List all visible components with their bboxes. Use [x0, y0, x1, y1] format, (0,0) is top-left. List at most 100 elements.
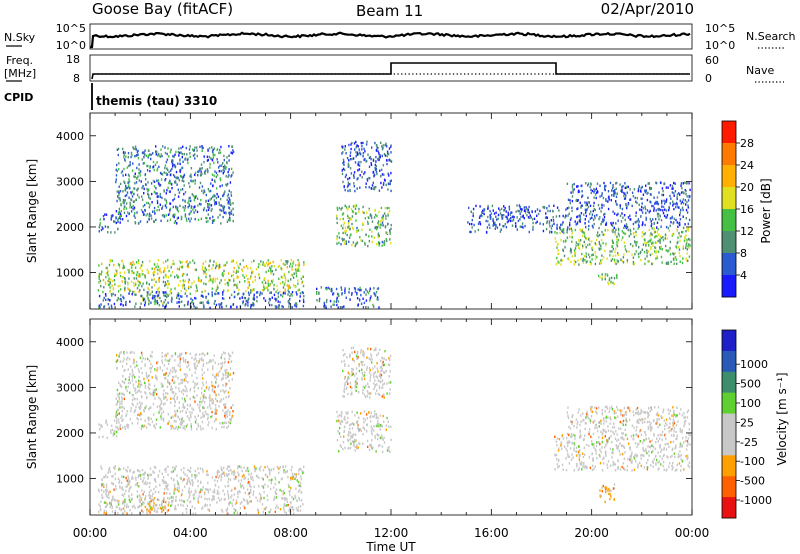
scatter-cell: [342, 212, 345, 215]
scatter-cell: [159, 409, 161, 412]
scatter-cell: [293, 284, 295, 287]
scatter-cell: [150, 217, 153, 220]
scatter-cell: [528, 230, 530, 234]
scatter-cell: [373, 287, 375, 290]
scatter-cell: [141, 354, 143, 357]
scatter-cell: [669, 194, 671, 198]
scatter-cell: [147, 475, 149, 478]
scatter-cell: [389, 182, 391, 186]
scatter-cell: [156, 369, 158, 372]
scatter-cell: [216, 284, 219, 287]
scatter-cell: [286, 284, 288, 287]
scatter-cell: [335, 300, 338, 303]
scatter-cell: [249, 484, 251, 487]
scatter-cell: [128, 477, 130, 480]
scatter-cell: [98, 276, 100, 279]
scatter-cell: [209, 217, 211, 220]
scatter-cell: [229, 200, 231, 203]
scatter-cell: [684, 237, 686, 240]
scatter-cell: [117, 220, 119, 223]
scatter-cell: [213, 179, 216, 182]
scatter-cell: [280, 259, 282, 262]
scatter-cell: [111, 482, 113, 485]
scatter-cell: [114, 220, 116, 224]
scatter-cell: [186, 153, 188, 156]
scatter-cell: [616, 259, 618, 262]
scatter-cell: [615, 222, 617, 225]
scatter-cell: [168, 381, 170, 384]
scatter-cell: [138, 485, 140, 488]
scatter-cell: [188, 469, 191, 473]
freq-bottom-tick: 8: [73, 72, 80, 85]
scatter-cell: [635, 200, 637, 203]
scatter-cell: [679, 193, 681, 196]
scatter-cell: [486, 226, 489, 229]
scatter-cell: [128, 481, 130, 484]
scatter-cell: [203, 354, 206, 357]
scatter-cell: [222, 422, 225, 425]
scatter-cell: [204, 190, 206, 194]
scatter-cell: [107, 231, 109, 234]
scatter-cell: [204, 266, 206, 270]
scatter-cell: [194, 476, 197, 480]
scatter-cell: [672, 222, 674, 225]
scatter-cell: [216, 192, 218, 196]
scatter-cell: [230, 496, 232, 499]
scatter-cell: [148, 491, 151, 494]
scatter-cell: [370, 214, 373, 218]
scatter-cell: [116, 366, 118, 370]
scatter-cell: [128, 479, 130, 483]
scatter-cell: [176, 301, 178, 304]
scatter-cell: [154, 490, 157, 494]
scatter-cell: [211, 173, 214, 176]
scatter-cell: [158, 291, 160, 294]
scatter-cell: [226, 261, 228, 264]
scatter-cell: [688, 255, 691, 258]
scatter-cell: [569, 201, 571, 205]
scatter-cell: [223, 421, 226, 424]
scatter-cell: [217, 292, 219, 295]
scatter-cell: [174, 352, 177, 355]
scatter-cell: [173, 420, 176, 423]
scatter-cell: [200, 416, 202, 419]
scatter-cell: [211, 150, 214, 153]
scatter-cell: [194, 182, 196, 185]
scatter-cell: [199, 481, 202, 484]
scatter-cell: [116, 413, 119, 416]
scatter-cell: [191, 374, 193, 377]
scatter-cell: [377, 235, 379, 239]
scatter-cell: [295, 270, 297, 273]
scatter-cell: [200, 428, 202, 431]
scatter-cell: [115, 273, 117, 277]
scatter-cell: [172, 499, 174, 503]
scatter-cell: [203, 414, 205, 417]
scatter-cell: [186, 403, 189, 407]
scatter-cell: [127, 482, 129, 485]
scatter-cell: [220, 508, 223, 512]
scatter-cell: [231, 471, 233, 474]
scatter-cell: [171, 183, 173, 186]
scatter-cell: [127, 368, 129, 371]
scatter-cell: [302, 304, 305, 308]
scatter-cell: [385, 214, 387, 218]
scatter-cell: [657, 208, 659, 211]
scatter-cell: [269, 510, 271, 513]
scatter-cell: [500, 228, 502, 231]
scatter-cell: [176, 474, 178, 477]
scatter-cell: [162, 476, 165, 479]
scatter-cell: [189, 501, 191, 504]
scatter-cell: [128, 358, 131, 361]
scatter-cell: [108, 277, 110, 280]
scatter-cell: [262, 469, 265, 472]
scatter-cell: [181, 188, 184, 191]
scatter-cell: [475, 204, 477, 208]
scatter-cell: [117, 296, 119, 300]
scatter-cell: [217, 385, 219, 388]
scatter-cell: [253, 297, 255, 301]
scatter-cell: [613, 226, 615, 230]
scatter-cell: [201, 401, 203, 404]
scatter-cell: [277, 467, 280, 470]
scatter-cell: [177, 284, 180, 287]
scatter-cell: [150, 157, 152, 161]
scatter-cell: [162, 419, 165, 422]
